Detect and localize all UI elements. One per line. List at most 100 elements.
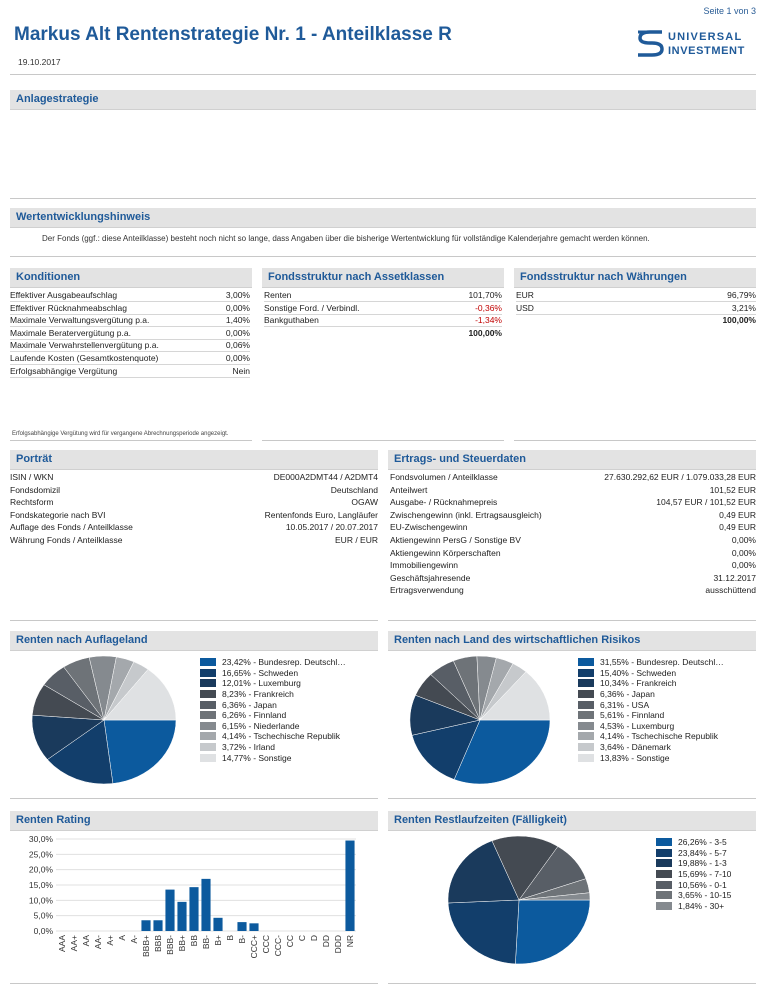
rating-category-label: B+ bbox=[213, 935, 223, 946]
restlaufzeiten-slice bbox=[491, 835, 559, 901]
legend-restlaufzeiten: 26,26% - 3-5 23,84% - 5-7 19,88% - 1-3 15,6… bbox=[656, 837, 731, 911]
risikoland-legend-swatch bbox=[578, 732, 594, 741]
risikoland-legend-item: 3,64% - Dänemark bbox=[578, 742, 724, 753]
portraet-row: ISIN / WKN DE000A2DMT44 / A2DMT4 bbox=[10, 471, 378, 484]
section-waehrungen: Fondsstruktur nach Währungen bbox=[514, 268, 756, 288]
section-anlagestrategie: Anlagestrategie bbox=[10, 90, 756, 110]
ertrag-row: Fondsvolumen / Anteilklasse 27.630.292,62… bbox=[390, 471, 756, 484]
divider-portraet bbox=[10, 620, 378, 621]
risikoland-legend-item: 6,36% - Japan bbox=[578, 689, 724, 700]
portraet-row: Fondskategorie nach BVI Rentenfonds Euro,… bbox=[10, 509, 378, 522]
section-rating: Renten Rating bbox=[10, 811, 378, 831]
konditionen-value: 1,40% bbox=[225, 315, 250, 326]
konditionen-value: 0,00% bbox=[225, 327, 250, 338]
auflageland-legend-label: 6,15% - Niederlande bbox=[222, 720, 300, 731]
portraet-value: Rentenfonds Euro, Langläufer bbox=[264, 509, 378, 520]
rating-ytick: 15,0% bbox=[29, 880, 54, 890]
portraet-label: Fondsdomizil bbox=[10, 484, 61, 495]
risikoland-legend-swatch bbox=[578, 700, 594, 709]
risikoland-legend-item: 4,14% - Tschechische Republik bbox=[578, 731, 724, 742]
konditionen-value: 0,00% bbox=[225, 353, 250, 363]
rating-category-label: BB+ bbox=[177, 935, 187, 951]
section-risikoland: Renten nach Land des wirtschaftlichen Ri… bbox=[388, 631, 756, 651]
risikoland-legend-swatch bbox=[578, 743, 594, 752]
auflageland-legend-swatch bbox=[200, 700, 216, 709]
restlaufzeiten-legend-label: 1,84% - 30+ bbox=[678, 900, 725, 911]
section-restlaufzeiten: Renten Restlaufzeiten (Fälligkeit) bbox=[388, 811, 756, 831]
section-wertentwicklung: Wertentwicklungshinweis bbox=[10, 208, 756, 228]
rating-bar bbox=[141, 920, 151, 931]
restlaufzeiten-slice bbox=[515, 899, 591, 965]
restlaufzeiten-slice bbox=[518, 892, 591, 901]
ertrag-value: 104,57 EUR / 101,52 EUR bbox=[656, 497, 756, 508]
risikoland-legend-item: 10,34% - Frankreich bbox=[578, 678, 724, 689]
portraet-value: Deutschland bbox=[330, 484, 378, 495]
rating-category-label: C bbox=[297, 935, 307, 941]
auflageland-legend-label: 3,72% - Irland bbox=[222, 742, 275, 753]
rating-category-label: D bbox=[309, 935, 319, 941]
portraet-value: EUR / EUR bbox=[335, 535, 378, 545]
restlaufzeiten-legend-label: 10,56% - 0-1 bbox=[678, 879, 727, 890]
assetklassen-total-row: 100,00% bbox=[264, 327, 502, 340]
ertrag-row: Ertragsverwendung ausschüttend bbox=[390, 584, 756, 597]
ertrag-row: Geschäftsjahresende 31.12.2017 bbox=[390, 572, 756, 585]
waehrungen-row: EUR 96,79% bbox=[516, 289, 756, 302]
risikoland-legend-swatch bbox=[578, 711, 594, 720]
rating-category-label: A+ bbox=[105, 935, 115, 946]
auflageland-legend-item: 3,72% - Irland bbox=[200, 742, 346, 753]
auflageland-legend-item: 8,23% - Frankreich bbox=[200, 689, 346, 700]
rating-bar bbox=[177, 901, 187, 931]
ertrag-label: Aktiengewinn PersG / Sonstige BV bbox=[390, 535, 521, 545]
auflageland-legend-swatch bbox=[200, 658, 216, 667]
konditionen-value: 0,06% bbox=[225, 340, 250, 351]
legend-auflageland: 23,42% - Bundesrep. Deutschl… 16,65% - Sc… bbox=[200, 657, 346, 763]
auflageland-legend-label: 12,01% - Luxemburg bbox=[222, 678, 301, 689]
auflageland-legend-swatch bbox=[200, 690, 216, 699]
rating-category-label: DDD bbox=[333, 935, 343, 953]
divider-assetklassen bbox=[262, 440, 504, 441]
pie-chart-restlaufzeiten bbox=[447, 835, 591, 965]
portraet-row: Fondsdomizil Deutschland bbox=[10, 484, 378, 497]
restlaufzeiten-legend-label: 15,69% - 7-10 bbox=[678, 869, 732, 880]
rating-ytick: 25,0% bbox=[29, 849, 54, 859]
legend-risikoland: 31,55% - Bundesrep. Deutschl… 15,40% - Sc… bbox=[578, 657, 724, 763]
ertrag-row: Ausgabe- / Rücknahmepreis 104,57 EUR / 10… bbox=[390, 496, 756, 509]
risikoland-slice bbox=[453, 719, 551, 785]
logo-mark-icon: UNIVERSAL INVESTMENT bbox=[638, 30, 744, 57]
waehrungen-value: 3,21% bbox=[731, 302, 756, 313]
restlaufzeiten-legend-swatch bbox=[656, 838, 672, 847]
portraet-label: Auflage des Fonds / Anteilklasse bbox=[10, 522, 133, 533]
restlaufzeiten-legend-item: 26,26% - 3-5 bbox=[656, 837, 731, 848]
divider-restlaufzeiten bbox=[388, 983, 756, 984]
waehrungen-total-row: 100,00% bbox=[516, 314, 756, 327]
rating-category-label: DD bbox=[321, 935, 331, 947]
divider-waehrungen bbox=[514, 440, 756, 441]
risikoland-legend-label: 4,53% - Luxemburg bbox=[600, 720, 675, 731]
ertrag-value: 0,00% bbox=[731, 547, 756, 558]
rating-category-label: CCC bbox=[261, 935, 271, 953]
rating-category-label: CCC- bbox=[273, 935, 283, 956]
restlaufzeiten-legend-swatch bbox=[656, 870, 672, 879]
report-date: 19.10.2017 bbox=[18, 57, 61, 67]
rating-category-label: AA- bbox=[93, 935, 103, 949]
logo-line1: UNIVERSAL bbox=[668, 31, 742, 43]
auflageland-slice bbox=[103, 669, 177, 721]
risikoland-slice bbox=[411, 719, 481, 780]
ertrag-value: 27.630.292,62 EUR / 1.079.033,28 EUR bbox=[604, 472, 756, 482]
restlaufzeiten-legend-label: 19,88% - 1-3 bbox=[678, 858, 727, 869]
konditionen-row: Effektiver Ausgabeaufschlag 3,00% bbox=[10, 289, 250, 302]
rating-category-label: AA bbox=[81, 935, 91, 947]
ertrag-label: Zwischengewinn (inkl. Ertragsausgleich) bbox=[390, 509, 542, 520]
rating-category-label: AAA bbox=[57, 935, 67, 952]
restlaufzeiten-legend-swatch bbox=[656, 901, 672, 910]
page-number: Seite 1 von 3 bbox=[703, 6, 756, 16]
page-title: Markus Alt Rentenstrategie Nr. 1 - Antei… bbox=[14, 24, 452, 45]
ertrag-value: ausschüttend bbox=[705, 585, 756, 596]
restlaufzeiten-slice bbox=[447, 899, 520, 965]
risikoland-legend-label: 31,55% - Bundesrep. Deutschl… bbox=[600, 657, 724, 668]
restlaufzeiten-legend-swatch bbox=[656, 848, 672, 857]
wertentwicklung-text: Der Fonds (ggf.: diese Anteilklasse) bes… bbox=[42, 234, 650, 243]
konditionen-row: Effektiver Rücknahmeabschlag 0,00% bbox=[10, 302, 250, 315]
konditionen-label: Erfolgsabhängige Vergütung bbox=[10, 365, 118, 376]
risikoland-legend-item: 31,55% - Bundesrep. Deutschl… bbox=[578, 657, 724, 668]
